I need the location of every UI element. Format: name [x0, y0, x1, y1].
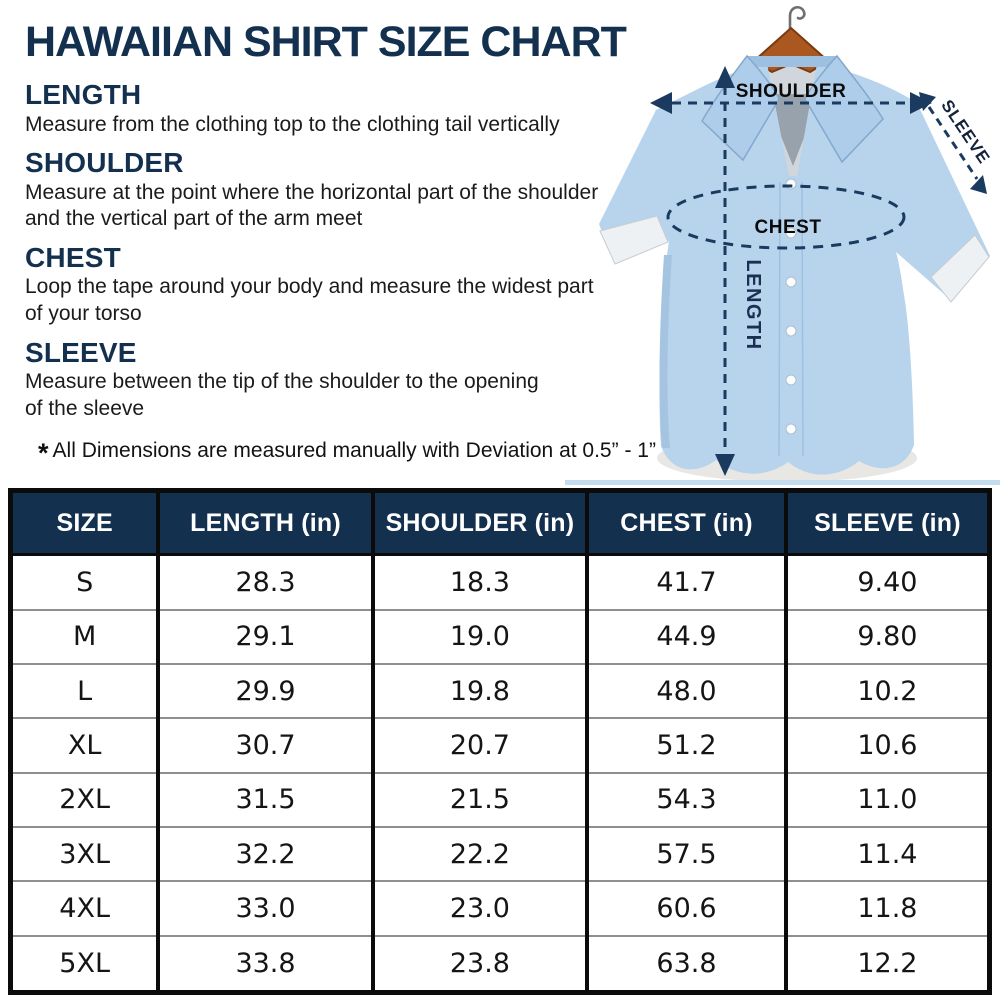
table-cell: 23.8	[370, 934, 588, 993]
shirt-body	[599, 58, 990, 475]
table-cell: 10.2	[783, 662, 990, 719]
table-cell: 10.6	[783, 717, 990, 773]
header-chest: CHEST (in)	[585, 490, 786, 556]
shoulder-arrow	[650, 92, 932, 114]
note-text: All Dimensions are measured manually wit…	[52, 439, 656, 463]
table-cell: 44.9	[585, 608, 786, 664]
table-row: M 29.1 19.0 44.9 9.80	[10, 608, 990, 664]
hanger-hook-icon	[788, 6, 806, 34]
term-length: LENGTH	[25, 79, 142, 111]
table-cell: 30.7	[156, 717, 373, 773]
size-cell: L	[10, 662, 159, 719]
collar-shadow	[764, 94, 821, 166]
table-cell: 54.3	[585, 771, 786, 827]
table-cell: 33.0	[156, 880, 373, 936]
size-cell: 2XL	[10, 771, 159, 827]
table-cell: 31.5	[156, 771, 373, 827]
table-cell: 23.0	[370, 880, 588, 936]
shirt-illustration: SHOULDER LENGTH CHEST SLEEVE	[578, 0, 1000, 486]
length-label: LENGTH	[742, 259, 764, 350]
table-cell: 19.8	[370, 662, 588, 719]
desc-length: Measure from the clothing top to the clo…	[25, 112, 560, 136]
table-row: XL 30.7 20.7 51.2 10.6	[10, 717, 990, 773]
table-cell: 12.2	[783, 934, 990, 993]
table-cell: 41.7	[585, 554, 786, 610]
table-cell: 21.5	[370, 771, 588, 827]
table-cell: 29.1	[156, 608, 373, 664]
note-asterisk: *	[38, 438, 49, 469]
table-cell: 48.0	[585, 662, 786, 719]
definitions-panel: HAWAIIAN SHIRT SIZE CHART LENGTH Measure…	[25, 18, 665, 469]
table-cell: 32.2	[156, 825, 373, 882]
table-cell: 19.0	[370, 608, 588, 664]
table-cell: 22.2	[370, 825, 588, 882]
table-top-accent	[565, 480, 1000, 485]
table-row: 4XL 33.0 23.0 60.6 11.8	[10, 880, 990, 936]
term-chest: CHEST	[25, 241, 121, 273]
collar-back	[747, 56, 837, 67]
table-cell: 51.2	[585, 717, 786, 773]
table-row: 2XL 31.5 21.5 54.3 11.0	[10, 771, 990, 827]
right-cuff	[930, 234, 990, 303]
table-cell: 28.3	[156, 554, 373, 610]
size-cell: 4XL	[10, 880, 159, 936]
table-cell: 9.80	[783, 608, 990, 664]
table-cell: 18.3	[370, 554, 588, 610]
placket-seam-right	[801, 181, 804, 457]
desc-shoulder: Measure at the point where the horizonta…	[25, 180, 599, 231]
table-cell: 60.6	[585, 880, 786, 936]
table-cell: 20.7	[370, 717, 588, 773]
size-table: SIZE LENGTH (in) SHOULDER (in) CHEST (in…	[8, 488, 992, 995]
shirt-diagram-svg: SHOULDER LENGTH CHEST SLEEVE	[599, 6, 994, 482]
table-cell: 11.8	[783, 880, 990, 936]
table-cell: 63.8	[585, 934, 786, 993]
shirt-crease	[659, 255, 672, 448]
placket-seam-left	[778, 181, 781, 457]
size-cell: S	[76, 566, 94, 598]
collar-right-flap	[804, 54, 884, 164]
table-cell: 29.9	[156, 662, 373, 719]
chest-ellipse	[666, 184, 906, 250]
table-cell: 11.4	[783, 825, 990, 882]
table-cell: 9.40	[783, 554, 990, 610]
collar-left-flap	[701, 54, 780, 162]
deviation-note: * All Dimensions are measured manually w…	[25, 438, 665, 469]
header-sleeve: SLEEVE (in)	[783, 490, 990, 556]
size-cell: M	[10, 608, 159, 664]
header-length: LENGTH (in)	[156, 490, 373, 556]
term-sleeve: SLEEVE	[25, 336, 137, 368]
term-shoulder: SHOULDER	[25, 147, 184, 179]
chest-label: CHEST	[755, 217, 822, 238]
desc-chest: Loop the tape around your body and measu…	[25, 275, 594, 325]
table-cell: 11.0	[783, 771, 990, 827]
size-cell: 3XL	[10, 825, 159, 882]
table-cell: 57.5	[585, 825, 786, 882]
table-header-row: SIZE LENGTH (in) SHOULDER (in) CHEST (in…	[10, 490, 990, 556]
table-row: 3XL 32.2 22.2 57.5 11.4	[10, 825, 990, 882]
header-shoulder: SHOULDER (in)	[370, 490, 588, 556]
header-size: SIZE	[10, 490, 159, 556]
shoulder-label: SHOULDER	[736, 81, 847, 102]
sleeve-arrow	[919, 92, 987, 194]
table-row: S 28.3 18.3 41.7 9.40	[11, 554, 990, 610]
table-cell: 33.8	[156, 934, 373, 993]
table-row: 5XL 33.8 23.8 63.8 12.2	[10, 934, 990, 993]
size-cell: 5XL	[10, 934, 159, 993]
size-cell: XL	[10, 717, 159, 773]
length-arrow	[715, 66, 735, 476]
desc-sleeve: Measure between the tip of the shoulder …	[25, 369, 539, 420]
page-title: HAWAIIAN SHIRT SIZE CHART	[25, 18, 627, 66]
table-row: L 29.9 19.8 48.0 10.2	[10, 662, 990, 719]
left-cuff	[599, 215, 669, 265]
